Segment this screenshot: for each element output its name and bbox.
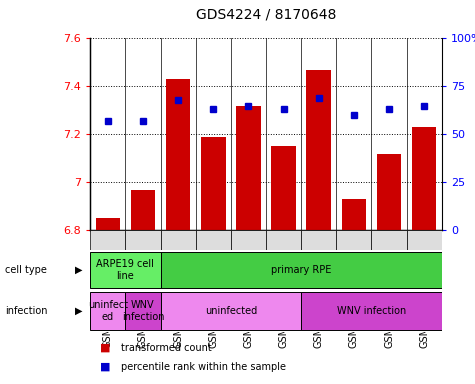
FancyBboxPatch shape bbox=[90, 230, 125, 282]
Bar bbox=[306, 70, 331, 230]
Bar bbox=[166, 79, 190, 230]
Bar bbox=[236, 106, 261, 230]
Bar bbox=[377, 154, 401, 230]
Bar bbox=[342, 199, 366, 230]
FancyBboxPatch shape bbox=[231, 230, 266, 282]
FancyBboxPatch shape bbox=[301, 230, 336, 282]
Text: WNV infection: WNV infection bbox=[337, 306, 406, 316]
Bar bbox=[271, 146, 296, 230]
Text: ■: ■ bbox=[100, 343, 110, 353]
Text: ▶: ▶ bbox=[75, 265, 82, 275]
Bar bbox=[95, 218, 120, 230]
FancyBboxPatch shape bbox=[161, 252, 442, 288]
Text: ■: ■ bbox=[100, 362, 110, 372]
FancyBboxPatch shape bbox=[161, 230, 196, 282]
FancyBboxPatch shape bbox=[90, 292, 125, 330]
FancyBboxPatch shape bbox=[407, 230, 442, 282]
Bar bbox=[131, 190, 155, 230]
Text: WNV
infection: WNV infection bbox=[122, 300, 164, 322]
FancyBboxPatch shape bbox=[266, 230, 301, 282]
Text: infection: infection bbox=[5, 306, 47, 316]
FancyBboxPatch shape bbox=[125, 230, 161, 282]
FancyBboxPatch shape bbox=[371, 230, 407, 282]
Text: primary RPE: primary RPE bbox=[271, 265, 332, 275]
FancyBboxPatch shape bbox=[196, 230, 231, 282]
FancyBboxPatch shape bbox=[336, 230, 371, 282]
FancyBboxPatch shape bbox=[301, 292, 442, 330]
FancyBboxPatch shape bbox=[125, 292, 161, 330]
Text: transformed count: transformed count bbox=[121, 343, 212, 353]
Text: percentile rank within the sample: percentile rank within the sample bbox=[121, 362, 286, 372]
Bar bbox=[412, 127, 437, 230]
Text: uninfect
ed: uninfect ed bbox=[88, 300, 128, 322]
Text: ARPE19 cell
line: ARPE19 cell line bbox=[96, 259, 154, 281]
FancyBboxPatch shape bbox=[161, 292, 301, 330]
Text: uninfected: uninfected bbox=[205, 306, 257, 316]
FancyBboxPatch shape bbox=[90, 252, 161, 288]
Text: ▶: ▶ bbox=[75, 306, 82, 316]
Text: GDS4224 / 8170648: GDS4224 / 8170648 bbox=[196, 7, 336, 21]
Text: cell type: cell type bbox=[5, 265, 47, 275]
Bar bbox=[201, 137, 226, 230]
